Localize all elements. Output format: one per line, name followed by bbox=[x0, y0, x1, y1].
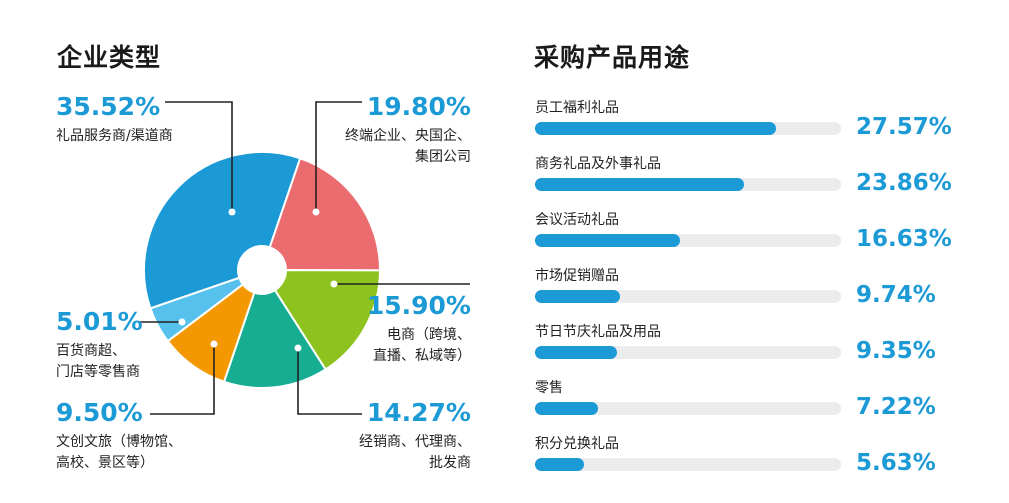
bar-label: 商务礼品及外事礼品 bbox=[535, 156, 661, 172]
bar-track bbox=[535, 346, 841, 359]
bar-track bbox=[535, 122, 841, 135]
bar-track bbox=[535, 290, 841, 303]
pie-slice bbox=[222, 288, 327, 389]
bar-value-label: 9.74% bbox=[856, 282, 936, 308]
pie-desc-line: 高校、景区等） bbox=[56, 455, 154, 471]
pie-desc-line: 百货商超、 bbox=[56, 343, 126, 359]
pie-desc-line: 经销商、代理商、 bbox=[359, 434, 471, 450]
bar-label: 会议活动礼品 bbox=[535, 212, 619, 228]
pie-pct-label: 35.52% bbox=[56, 92, 161, 121]
bar-label: 市场促销赠品 bbox=[535, 268, 619, 284]
bar-value-label: 27.57% bbox=[856, 114, 952, 140]
pie-desc-label: 文创文旅（博物馆、 高校、景区等） bbox=[56, 432, 182, 474]
bar-fill bbox=[535, 290, 621, 303]
pie-chart bbox=[140, 101, 470, 415]
bar-label: 积分兑换礼品 bbox=[535, 436, 619, 452]
pie-desc-line: 门店等零售商 bbox=[56, 364, 140, 380]
pie-slice bbox=[149, 276, 245, 343]
bar-fill bbox=[535, 122, 777, 135]
pie-desc-line: 电商（跨境、 bbox=[387, 327, 471, 343]
bar-fill bbox=[535, 234, 681, 247]
bar-value-label: 7.22% bbox=[856, 394, 936, 420]
bar-label: 节日节庆礼品及用品 bbox=[535, 324, 661, 340]
leader-dot bbox=[312, 208, 320, 216]
leader-dot bbox=[330, 280, 338, 288]
leader-line bbox=[297, 348, 362, 415]
leader-line bbox=[165, 101, 233, 212]
pie-desc-line: 集团公司 bbox=[415, 149, 471, 165]
pie-pct-label: 19.80% bbox=[366, 92, 471, 121]
bar-fill bbox=[535, 458, 585, 471]
bar-label: 员工福利礼品 bbox=[535, 100, 619, 116]
leader-line bbox=[150, 344, 215, 415]
pie-pct-label: 9.50% bbox=[56, 398, 143, 427]
pie-slice bbox=[143, 151, 302, 310]
pie-desc-label: 百货商超、 门店等零售商 bbox=[56, 341, 140, 383]
pie-slice bbox=[273, 269, 382, 371]
pie-desc-label: 礼品服务商/渠道商 bbox=[56, 128, 173, 144]
bar-track bbox=[535, 458, 841, 471]
pie-desc-label: 电商（跨境、 直播、私域等） bbox=[373, 325, 471, 367]
pie-pct-label: 15.90% bbox=[366, 291, 471, 320]
leader-line bbox=[315, 101, 362, 212]
bar-label: 零售 bbox=[535, 380, 563, 396]
pie-desc-line: 文创文旅（博物馆、 bbox=[56, 434, 182, 450]
bar-fill bbox=[535, 346, 617, 359]
leader-dot bbox=[210, 340, 218, 348]
leader-dot bbox=[178, 318, 186, 326]
bar-value-label: 23.86% bbox=[856, 170, 952, 196]
pie-desc-label: 终端企业、央国企、 集团公司 bbox=[345, 126, 471, 168]
bar-value-label: 16.63% bbox=[856, 226, 952, 252]
bar-fill bbox=[535, 402, 599, 415]
bar-track bbox=[535, 178, 841, 191]
pie-desc-line: 终端企业、央国企、 bbox=[345, 128, 471, 144]
leader-dot bbox=[294, 344, 302, 352]
pie-pct-label: 14.27% bbox=[366, 398, 471, 427]
bar-track bbox=[535, 234, 841, 247]
bar-value-label: 5.63% bbox=[856, 450, 936, 476]
pie-desc-line: 批发商 bbox=[429, 455, 471, 471]
pie-section-title: 企业类型 bbox=[57, 43, 162, 72]
leader-dot bbox=[228, 208, 236, 216]
pie-slice bbox=[268, 157, 382, 272]
bar-track bbox=[535, 402, 841, 415]
bar-section-title: 采购产品用途 bbox=[534, 43, 691, 72]
bar-value-label: 9.35% bbox=[856, 338, 936, 364]
pie-desc-label: 经销商、代理商、 批发商 bbox=[359, 432, 471, 474]
pie-desc-line: 直播、私域等） bbox=[373, 348, 471, 364]
pie-pct-label: 5.01% bbox=[56, 307, 143, 336]
bar-fill bbox=[535, 178, 744, 191]
